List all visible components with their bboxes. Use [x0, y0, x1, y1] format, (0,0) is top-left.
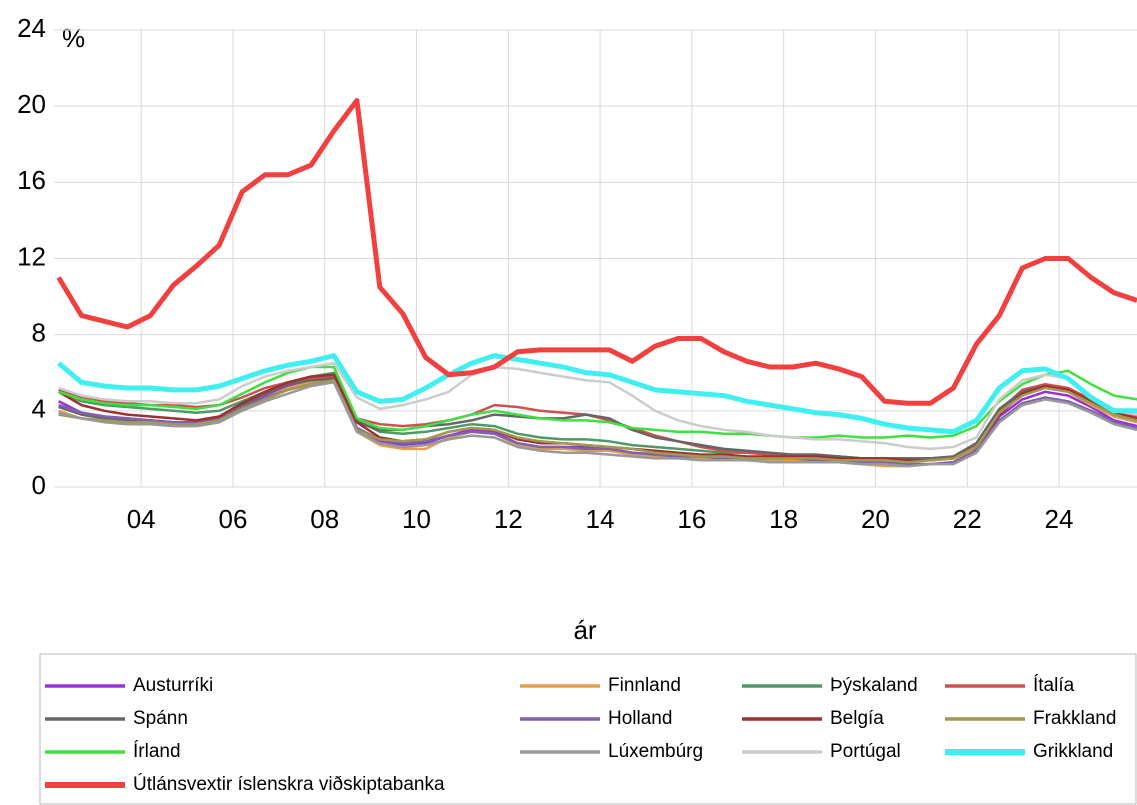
y-tick-label: 16	[17, 165, 46, 195]
x-tick-label: 08	[310, 504, 339, 534]
series-line	[56, 98, 1137, 406]
x-tick-label: 18	[769, 504, 798, 534]
series-line	[58, 379, 1137, 464]
y-tick-label: 12	[17, 241, 46, 271]
x-tick-label: 10	[402, 504, 431, 534]
y-tick-label: 24	[17, 13, 46, 43]
x-tick-label: 16	[677, 504, 706, 534]
y-axis-label: %	[62, 23, 85, 53]
y-tick-label: 0	[32, 470, 46, 500]
legend-label: Portúgal	[830, 741, 901, 762]
y-tick-label: 20	[17, 89, 46, 119]
legend-label: Finnland	[608, 675, 681, 696]
legend-label: Frakkland	[1033, 708, 1116, 729]
series-line	[58, 361, 1137, 451]
legend-label: Lúxembúrg	[608, 741, 703, 762]
legend-box	[39, 653, 1137, 805]
legend-label: Þýskaland	[830, 675, 918, 696]
legend-label: Belgía	[830, 708, 884, 729]
series-line	[58, 365, 1137, 439]
x-tick-label: 20	[861, 504, 890, 534]
legend-label: Ítalía	[1033, 675, 1075, 696]
x-tick-label: 24	[1045, 504, 1074, 534]
legend-label: Írland	[133, 741, 181, 762]
legend-label: Holland	[608, 708, 672, 729]
series-line	[56, 353, 1137, 435]
series-line	[58, 381, 1137, 468]
legend-label: Grikkland	[1033, 741, 1113, 762]
x-tick-label: 06	[219, 504, 248, 534]
series-line	[58, 379, 1137, 466]
x-axis-label: ár	[573, 615, 596, 645]
x-tick-label: 12	[494, 504, 523, 534]
x-tick-label: 04	[127, 504, 156, 534]
legend-label: Austurríki	[133, 675, 213, 696]
x-tick-label: 14	[586, 504, 615, 534]
y-tick-label: 8	[32, 318, 46, 348]
y-tick-label: 4	[32, 394, 46, 424]
legend-label: Útlánsvextir íslenskra viðskiptabanka	[133, 773, 445, 795]
x-tick-label: 22	[953, 504, 982, 534]
legend-label: Spánn	[133, 708, 188, 729]
series-line	[58, 377, 1137, 460]
